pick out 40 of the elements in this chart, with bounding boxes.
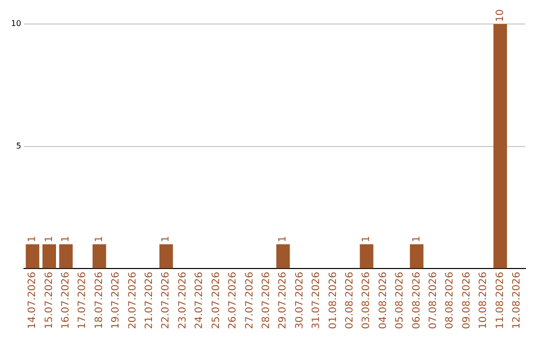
x-tick-label: 17.07.2026 (77, 272, 88, 330)
x-tick-label: 24.07.2026 (194, 272, 206, 330)
data-label: 1 (60, 236, 72, 242)
data-label: 1 (361, 236, 372, 242)
x-tick-label: 15.07.2026 (44, 272, 55, 330)
x-tick-label: 28.07.2026 (260, 272, 272, 330)
x-tick-label: 23.07.2026 (177, 272, 188, 330)
x-tick-label: 10.08.2026 (478, 272, 490, 330)
x-tick-label: 29.07.2026 (278, 272, 289, 330)
x-tick-label: 18.07.2026 (94, 272, 105, 330)
x-tick-label: 11.08.2026 (494, 272, 506, 330)
x-tick-label: 08.08.2026 (444, 272, 456, 330)
x-tick-label: 14.07.2026 (27, 272, 38, 330)
x-tick-label: 03.08.2026 (361, 272, 372, 330)
x-tick-label: 04.08.2026 (378, 272, 389, 330)
data-label: 1 (44, 236, 55, 242)
x-tick-label: 20.07.2026 (127, 272, 138, 330)
x-tick-label: 30.07.2026 (294, 272, 306, 330)
x-tick-label: 27.07.2026 (244, 272, 256, 330)
x-tick-label: 05.08.2026 (394, 272, 406, 330)
data-label: 10 (494, 9, 506, 22)
x-tick-label: 22.07.2026 (160, 272, 172, 330)
y-tick-label: 5 (16, 141, 22, 150)
x-tick-label: 26.07.2026 (228, 272, 239, 330)
data-label: 1 (278, 236, 289, 242)
data-label: 1 (27, 236, 38, 242)
x-tick-label: 06.08.2026 (411, 272, 422, 330)
x-tick-label: 09.08.2026 (461, 272, 472, 330)
x-tick-label: 31.07.2026 (311, 272, 322, 330)
x-tick-label: 01.08.2026 (328, 272, 339, 330)
data-label: 1 (160, 236, 172, 242)
x-tick-label: 07.08.2026 (428, 272, 439, 330)
x-tick-label: 21.07.2026 (144, 272, 156, 330)
x-tick-label: 16.07.2026 (60, 272, 72, 330)
x-tick-label: 25.07.2026 (210, 272, 222, 330)
data-label: 1 (411, 236, 422, 242)
data-label: 1 (94, 236, 105, 242)
x-tick-label: 12.08.2026 (511, 272, 522, 330)
x-tick-label: 02.08.2026 (344, 272, 356, 330)
x-tick-label: 19.07.2026 (110, 272, 122, 330)
